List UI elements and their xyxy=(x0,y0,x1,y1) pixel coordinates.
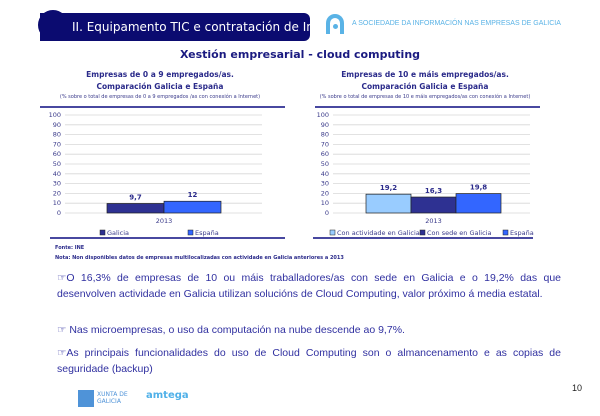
brand-logo-dot-icon xyxy=(333,24,338,29)
y-tick-label: 80 xyxy=(53,131,61,139)
y-tick-label: 100 xyxy=(317,111,329,119)
chart-1-title: Empresas de 0 a 9 empregados/as. xyxy=(86,70,234,79)
chart-1-note: (% sobre o total de empresas de 0 a 9 em… xyxy=(59,94,261,100)
bar-con-actividade-en-galicia xyxy=(365,193,412,214)
legend-label: Con sede en Galicia xyxy=(427,229,491,237)
legend-swatch xyxy=(329,229,336,236)
page-number: 10 xyxy=(572,383,583,393)
paragraph-1: ☞O 16,3% de empresas de 10 ou máis traba… xyxy=(57,272,561,300)
y-tick-label: 60 xyxy=(53,150,61,158)
data-label: 16,3 xyxy=(425,187,442,195)
data-label: 9,7 xyxy=(129,193,142,201)
legend-label: Con actividade en Galicia xyxy=(337,229,420,237)
chart-1-header: Empresas de 0 a 9 empregados/as. Compara… xyxy=(40,70,280,100)
tagline: A SOCIEDADE DA INFORMACIÓN NAS EMPRESAS … xyxy=(352,20,561,27)
y-tick-label: 80 xyxy=(321,131,329,139)
xunta-logo-text: XUNTA DE GALICIA xyxy=(97,391,128,405)
x-tick-label: 2013 xyxy=(156,217,173,225)
xunta-logo-icon xyxy=(78,390,94,407)
y-tick-label: 40 xyxy=(321,170,329,178)
legend-swatch xyxy=(502,229,509,236)
bar-con-sede-en-galicia xyxy=(410,196,457,214)
chart-2-header: Empresas de 10 e máis empregados/as. Com… xyxy=(305,70,545,100)
legend-swatch xyxy=(419,229,426,236)
chart-2-top-rule xyxy=(315,106,540,108)
footnote: Nota: Non dispoñibles datos de empresas … xyxy=(55,255,344,261)
y-tick-label: 60 xyxy=(321,150,329,158)
y-tick-label: 40 xyxy=(53,170,61,178)
bar-galicia xyxy=(106,203,165,214)
legend-swatch xyxy=(99,229,106,236)
chart-1-top-rule xyxy=(40,106,285,108)
paragraph-3: ☞As principais funcionalidades do uso de… xyxy=(57,347,561,375)
bar-españa xyxy=(455,193,502,214)
y-tick-label: 0 xyxy=(325,209,329,217)
chart-2-note: (% sobre o total de empresas de 10 e mái… xyxy=(319,94,531,100)
y-tick-label: 0 xyxy=(57,209,61,217)
section-header: II. Equipamento TIC e contratación de In… xyxy=(40,13,350,41)
y-tick-label: 10 xyxy=(53,199,61,207)
y-tick-label: 50 xyxy=(53,160,61,168)
legend-label: España xyxy=(510,229,534,237)
y-tick-label: 20 xyxy=(53,189,61,197)
chart-2-subtitle: Comparación Galicia e España xyxy=(361,82,489,91)
legend-label: España xyxy=(195,229,219,237)
y-tick-label: 10 xyxy=(321,199,329,207)
page-title: Xestión empresarial - cloud computing xyxy=(179,48,421,61)
chart-1-bottom-rule xyxy=(50,237,285,239)
data-label: 12 xyxy=(188,191,198,199)
y-tick-label: 20 xyxy=(321,189,329,197)
y-tick-label: 100 xyxy=(49,111,61,119)
x-tick-label: 2013 xyxy=(425,217,442,225)
y-tick-label: 70 xyxy=(53,140,61,148)
legend-swatch xyxy=(187,229,194,236)
data-label: 19,2 xyxy=(380,184,397,192)
chart-1-subtitle: Comparación Galicia e España xyxy=(96,82,224,91)
paragraph-2: ☞ Nas microempresas, o uso da computació… xyxy=(57,324,405,336)
data-label: 19,8 xyxy=(470,184,487,192)
y-tick-label: 30 xyxy=(53,180,61,188)
chart-2-title: Empresas de 10 e máis empregados/as. xyxy=(341,70,509,79)
amtega-logo: amtega xyxy=(146,390,189,401)
chart-2-bottom-rule xyxy=(313,237,533,239)
y-tick-label: 90 xyxy=(53,121,61,129)
y-tick-label: 50 xyxy=(321,160,329,168)
y-tick-label: 90 xyxy=(321,121,329,129)
legend-label: Galicia xyxy=(107,229,129,237)
bar-españa xyxy=(163,200,222,214)
source: Fonte: INE xyxy=(55,245,85,251)
brand-logo-icon xyxy=(326,14,344,34)
y-tick-label: 70 xyxy=(321,140,329,148)
y-tick-label: 30 xyxy=(321,180,329,188)
